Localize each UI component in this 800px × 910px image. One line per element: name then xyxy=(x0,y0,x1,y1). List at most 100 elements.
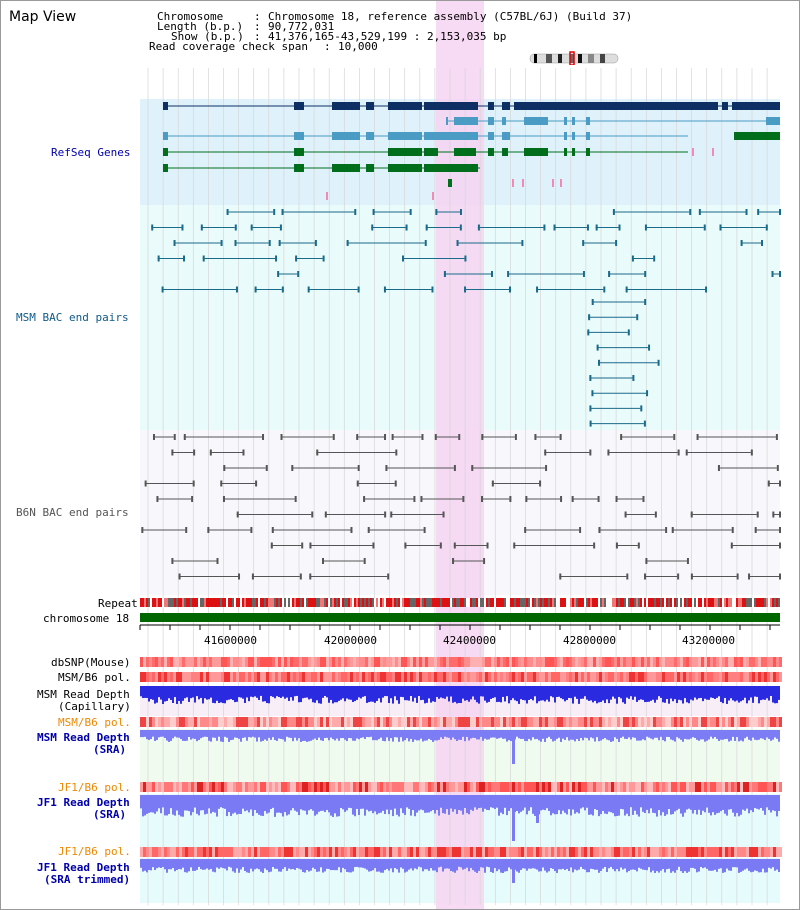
bac-end xyxy=(779,480,781,487)
jf1-b6-pol2-track-label[interactable]: JF1/B6 pol. xyxy=(58,845,131,858)
polymorphism-mark xyxy=(599,672,602,682)
polymorphism-mark xyxy=(485,782,488,792)
depth-bar xyxy=(278,730,280,739)
depth-bar xyxy=(518,795,520,814)
polymorphism-mark xyxy=(257,717,260,727)
depth-bar xyxy=(208,795,210,809)
polymorphism-mark xyxy=(332,717,335,727)
bac-end xyxy=(598,359,601,366)
polymorphism-mark xyxy=(635,782,638,792)
polymorphism-mark xyxy=(194,717,197,727)
bac-end xyxy=(434,434,437,440)
polymorphism-mark xyxy=(572,717,575,727)
jf1-depth-sra-label[interactable]: JF1 Read Depth xyxy=(37,796,130,809)
jf1-depth-trimmed-label[interactable]: JF1 Read Depth xyxy=(37,861,130,874)
polymorphism-mark xyxy=(227,717,230,727)
polymorphism-mark xyxy=(611,717,614,727)
depth-bar xyxy=(448,795,450,815)
depth-bar xyxy=(648,795,650,814)
msm-depth-capillary-label[interactable]: MSM Read Depth xyxy=(37,688,130,701)
msm-depth-sra-label[interactable]: MSM Read Depth xyxy=(37,731,130,744)
repeat-mark xyxy=(686,598,688,607)
depth-bar xyxy=(268,859,270,873)
repeat-mark xyxy=(708,598,710,607)
chromosome-ideogram[interactable] xyxy=(526,51,626,65)
polymorphism-mark xyxy=(275,782,278,792)
depth-bar xyxy=(146,686,148,698)
repeat-mark xyxy=(690,598,692,607)
polymorphism-mark xyxy=(659,657,662,667)
gene-exon xyxy=(388,102,422,110)
depth-bar xyxy=(524,859,526,869)
bac-end xyxy=(173,240,176,246)
polymorphism-mark xyxy=(248,782,251,792)
polymorphism-mark xyxy=(485,717,488,727)
depth-bar xyxy=(406,795,408,808)
depth-bar xyxy=(730,730,732,741)
repeat-mark xyxy=(218,598,220,607)
polymorphism-mark xyxy=(575,657,578,667)
bac-end xyxy=(301,542,304,549)
depth-bar xyxy=(738,795,740,817)
depth-bar xyxy=(220,859,222,868)
bac-end xyxy=(452,558,455,564)
depth-bar xyxy=(686,859,688,873)
polymorphism-mark xyxy=(437,672,440,682)
polymorphism-mark xyxy=(473,782,476,792)
polymorphism-mark xyxy=(569,657,572,667)
depth-bar xyxy=(638,859,640,868)
polymorphism-mark xyxy=(605,672,608,682)
depth-bar xyxy=(358,795,360,816)
polymorphism-mark xyxy=(149,672,152,682)
msm-b6-pol-sra-track-label[interactable]: MSM/B6 pol. xyxy=(58,716,131,729)
polymorphism-mark xyxy=(161,672,164,682)
depth-bar xyxy=(422,795,424,811)
polymorphism-mark xyxy=(341,782,344,792)
b6n-bac-track-label[interactable]: B6N BAC end pairs xyxy=(16,506,129,519)
polymorphism-mark xyxy=(383,847,386,857)
repeat-track-label[interactable]: Repeat xyxy=(98,597,138,610)
polymorphism-mark xyxy=(389,717,392,727)
msm-b6-pol-track-label[interactable]: MSM/B6 pol. xyxy=(58,671,131,684)
depth-bar xyxy=(502,859,504,873)
depth-bar xyxy=(718,686,720,697)
polymorphism-mark xyxy=(278,672,281,682)
depth-bar xyxy=(604,730,606,739)
depth-bar xyxy=(704,730,706,742)
depth-bar xyxy=(154,686,156,704)
polymorphism-mark xyxy=(242,657,245,667)
msm-bac-track-label[interactable]: MSM BAC end pairs xyxy=(16,311,129,324)
polymorphism-mark xyxy=(590,782,593,792)
repeat-mark xyxy=(382,598,384,607)
polymorphism-mark xyxy=(746,672,749,682)
polymorphism-mark xyxy=(164,657,167,667)
polymorphism-mark xyxy=(359,657,362,667)
polymorphism-mark xyxy=(536,657,539,667)
depth-bar xyxy=(178,730,180,738)
repeat-mark xyxy=(704,598,706,607)
repeat-mark xyxy=(432,598,434,607)
polymorphism-mark xyxy=(767,657,770,667)
depth-bar xyxy=(348,859,350,873)
repeat-mark xyxy=(490,598,492,607)
depth-bar xyxy=(396,795,398,815)
bac-end xyxy=(587,329,590,336)
refseq-track-label[interactable]: RefSeq Genes xyxy=(51,146,131,159)
polymorphism-mark xyxy=(419,782,422,792)
depth-bar xyxy=(194,795,196,808)
depth-bar xyxy=(728,730,730,742)
depth-bar xyxy=(736,686,738,701)
depth-bar xyxy=(462,686,464,699)
jf1-b6-pol-track-label[interactable]: JF1/B6 pol. xyxy=(58,781,131,794)
polymorphism-mark xyxy=(509,782,512,792)
repeat-mark xyxy=(558,598,560,607)
repeat-mark xyxy=(314,598,316,607)
depth-bar xyxy=(388,859,390,871)
bac-end xyxy=(271,527,274,533)
chromosome-track-label[interactable]: chromosome 18 xyxy=(43,612,130,625)
polymorphism-mark xyxy=(224,847,227,857)
polymorphism-mark xyxy=(179,717,182,727)
depth-bar xyxy=(172,795,174,815)
dbsnp-track-label[interactable]: dbSNP(Mouse) xyxy=(51,656,131,669)
